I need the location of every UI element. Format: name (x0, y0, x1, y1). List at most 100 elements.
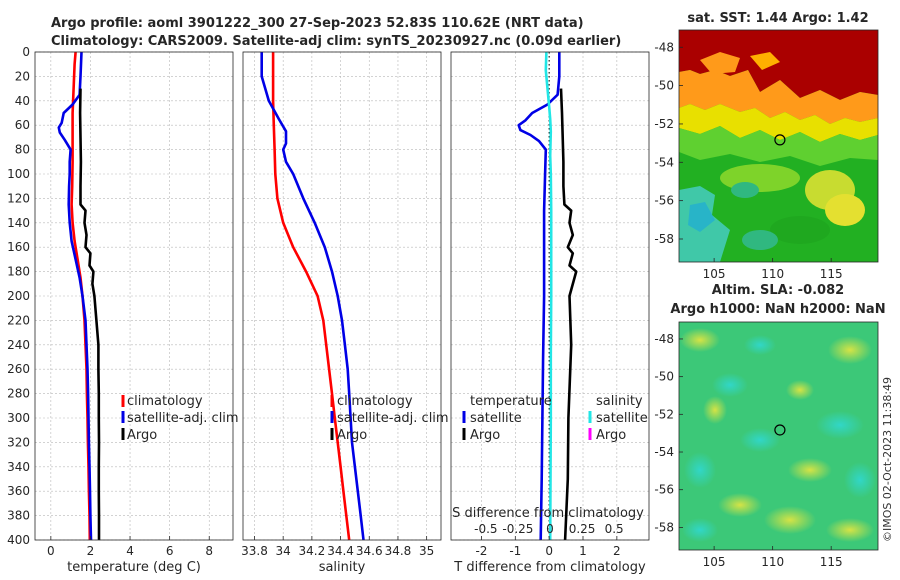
x-tick-label: 2 (87, 544, 95, 558)
x-axis-label: salinity (319, 560, 366, 575)
sst-field (679, 30, 878, 262)
map-x-tick-label: 110 (761, 555, 784, 569)
y-tick-label: 260 (7, 362, 30, 376)
map-y-tick-label: -48 (654, 40, 674, 54)
x-tick-label: 0 (47, 544, 55, 558)
sla-argo-marker (774, 424, 786, 436)
x-tick-label: -1 (509, 544, 521, 558)
temperature-legend: climatology satellite-adj. clim Argo (121, 394, 239, 443)
legend-label-s-satellite: satellite (596, 411, 648, 426)
series-line (517, 52, 561, 541)
y-tick-label: 360 (7, 484, 30, 498)
map-y-tick-label: -54 (654, 445, 674, 459)
map-y-tick-label: -52 (654, 117, 674, 131)
x-tick-label: 1 (579, 544, 587, 558)
sst-map-title: sat. SST: 1.44 Argo: 1.42 (687, 11, 868, 26)
axes-frame (450, 51, 650, 541)
x-tick-label: 34.4 (327, 544, 354, 558)
map-y-tick-label: -52 (654, 407, 674, 421)
sst-map: sat. SST: 1.44 Argo: 1.42 105 (654, 11, 879, 281)
series-line (260, 52, 365, 541)
x-tick-label: 33.8 (241, 544, 268, 558)
grid (35, 51, 233, 541)
legend-label-argo: Argo (127, 428, 157, 443)
y-tick-label: 80 (15, 143, 30, 157)
salinity-legend: climatology satellite-adj. clim Argo (330, 394, 449, 443)
y-tick-label: 300 (7, 411, 30, 425)
legend-label-climatology: climatology (337, 394, 413, 409)
y-tick-label: 220 (7, 313, 30, 327)
legend-label-satellite-adj: satellite-adj. clim (127, 411, 239, 426)
header-line-2: Climatology: CARS2009. Satellite-adj cli… (51, 34, 621, 49)
legend-title-temperature: temperature (470, 394, 552, 409)
salinity-panel: 33.8 34 34.2 34.4 34.6 34.8 35 salinity (241, 51, 442, 575)
y-tick-label: 40 (15, 94, 30, 108)
x-axis-label: temperature (deg C) (67, 560, 201, 575)
map-x-tick-label: 115 (820, 267, 843, 281)
legend-label-argo: Argo (337, 428, 367, 443)
sla-map-title: Altim. SLA: -0.082 (712, 283, 844, 298)
sla-map-subtitle: Argo h1000: NaN h2000: NaN (670, 302, 885, 317)
sst-argo-marker (774, 134, 786, 146)
x-tick-label: 35 (419, 544, 434, 558)
x-tick-label: 4 (126, 544, 134, 558)
difference-panel: -2 -1 0 1 2 T difference from climatology (450, 51, 650, 575)
legend-title-salinity: salinity (596, 394, 643, 409)
x-tick-label: 34.2 (299, 544, 326, 558)
s-difference-ticks: -0.5 -0.25 0 0.25 0.5 (474, 522, 624, 536)
y-tick-label: 320 (7, 435, 30, 449)
legend-label-t-argo: Argo (470, 428, 500, 443)
x-tick-label: 2 (613, 544, 621, 558)
s-diff-tick-label: -0.25 (502, 522, 533, 536)
x-axis-label: T difference from climatology (453, 560, 646, 575)
y-tick-label: 20 (15, 69, 30, 83)
axes-frame (34, 51, 234, 541)
y-tick-label: 140 (7, 216, 30, 230)
y-tick-label: 180 (7, 265, 30, 279)
y-tick-label: 400 (7, 533, 30, 547)
temperature-panel: 0 2 4 6 8 temperature (deg C) 0 20 40 60 80 100 120 1… (7, 45, 234, 575)
x-tick-label: -2 (475, 544, 487, 558)
x-tick-label: 34.8 (385, 544, 412, 558)
map-y-tick-label: -54 (654, 155, 674, 169)
s-diff-tick-label: 0.25 (569, 522, 596, 536)
series-line (78, 88, 101, 540)
map-x-tick-label: 105 (703, 267, 726, 281)
x-tick-label: 6 (166, 544, 174, 558)
difference-legend-temperature: temperature satellite Argo (462, 394, 552, 443)
map-y-tick-label: -56 (654, 483, 674, 497)
map-y-tick-label: -58 (654, 520, 674, 534)
axes-frame (242, 51, 442, 541)
y-tick-label: 280 (7, 387, 30, 401)
sla-map-axes: 105 110 115 -48 -50 -52 -54 -56 -58 (654, 332, 842, 569)
y-tick-label: 380 (7, 509, 30, 523)
s-diff-tick-label: 0.5 (605, 522, 624, 536)
map-x-tick-label: 105 (703, 555, 726, 569)
sla-map: Altim. SLA: -0.082 Argo h1000: NaN h2000… (654, 283, 885, 569)
map-y-tick-label: -50 (654, 370, 674, 384)
y-tick-label: 240 (7, 338, 30, 352)
y-tick-label: 200 (7, 289, 30, 303)
map-y-tick-label: -58 (654, 232, 674, 246)
timestamp: ©IMOS 02-Oct-2023 11:38:49 (881, 377, 894, 542)
sla-field (679, 322, 878, 550)
y-tick-label: 340 (7, 460, 30, 474)
series-line (559, 88, 578, 541)
x-tick-label: 34.6 (356, 544, 383, 558)
x-tick-label: 0 (545, 544, 553, 558)
x-tick-label: 8 (205, 544, 213, 558)
map-y-tick-label: -50 (654, 79, 674, 93)
y-tick-label: 160 (7, 240, 30, 254)
header-line-1: Argo profile: aoml 3901222_300 27-Sep-20… (51, 16, 584, 31)
difference-legend-salinity: salinity satellite Argo (588, 394, 648, 443)
s-difference-label: S difference from climatology (452, 506, 644, 521)
s-diff-tick-label: 0 (546, 522, 554, 536)
s-diff-tick-label: -0.5 (474, 522, 497, 536)
y-tick-label: 60 (15, 118, 30, 132)
series-line (57, 51, 93, 541)
sst-map-frame (678, 29, 879, 263)
legend-label-t-satellite: satellite (470, 411, 522, 426)
map-y-tick-label: -56 (654, 194, 674, 208)
y-tick-label: 0 (22, 45, 30, 59)
